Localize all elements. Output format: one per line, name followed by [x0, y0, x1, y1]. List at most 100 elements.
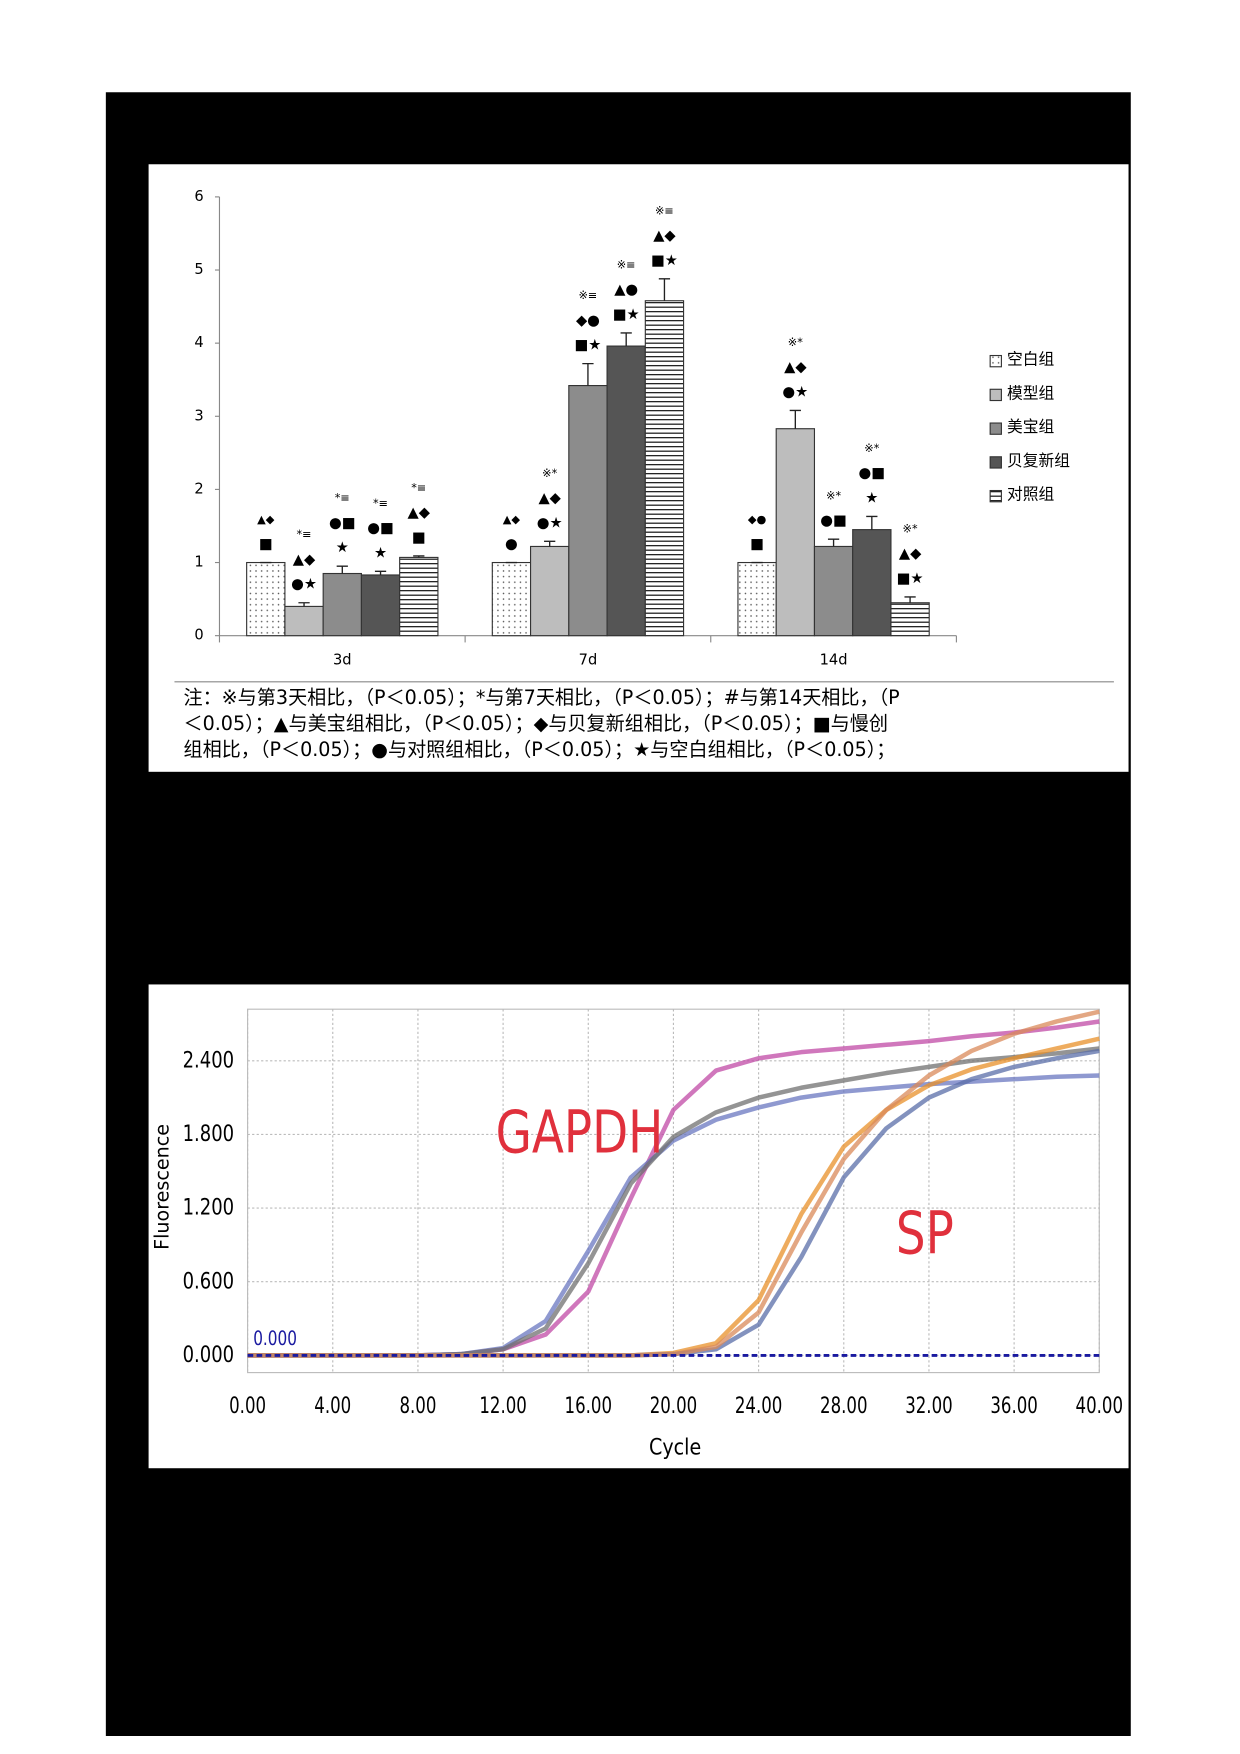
bar [606, 345, 646, 637]
significance-mark: ■★ [574, 337, 601, 354]
legend-label: 美宝组 [1007, 417, 1054, 436]
x-tick-label: 32.00 [905, 1392, 952, 1418]
amplification-chart: 0.00 4.00 8.00 12.00 16.00 20.00 24.00 28.00 32.… [151, 1008, 1123, 1460]
y-tick-label: 1.800 [183, 1120, 235, 1147]
significance-mark: ▲◆ [408, 504, 431, 521]
bar [568, 385, 608, 637]
bar [852, 529, 892, 637]
y-tick-label: 0.600 [183, 1267, 235, 1294]
y-tick-label: 5 [194, 261, 203, 278]
error-bar [658, 278, 671, 301]
error-bar [298, 602, 310, 607]
error-bar [789, 409, 801, 429]
x-tick-label: 4.00 [314, 1392, 351, 1418]
legend-label: 空白组 [1007, 350, 1054, 369]
significance-mark: ● [505, 536, 518, 553]
note-line: ＜0.05）；▲与美宝组相比，（P＜0.05）；◆与贝复新组相比，（P＜0.05… [183, 712, 888, 735]
legend-swatch [989, 489, 1002, 503]
significance-mark: ▲◆ [503, 513, 521, 526]
legend-swatch [989, 422, 1002, 435]
bar [246, 561, 286, 637]
error-bar [374, 570, 387, 575]
significance-mark: ※≡ [655, 204, 674, 217]
significance-mark: ●★ [291, 576, 317, 593]
significance-mark: ★ [374, 544, 387, 561]
legend-swatch [989, 456, 1002, 469]
threshold-label: 0.000 [253, 1329, 297, 1351]
y-tick-label: 1.200 [183, 1194, 235, 1221]
y-tick-label: 2 [194, 480, 203, 497]
bar-chart: 0 1 2 3 4 5 6 3d ▲◆ ■ *≡ ▲◆ ●★ *≡ ●■ ★ *≡ ●■ ★ *≡ ▲◆ ■ 7d ▲◆ ● ※*… [174, 188, 1114, 761]
significance-mark: *≡ [297, 528, 312, 541]
note-line: 组相比，（P＜0.05）；●与对照组相比，（P＜0.05）；★与空白组相比，（P… [183, 738, 895, 761]
significance-mark: ■★ [651, 252, 678, 269]
error-bar [336, 565, 348, 574]
x-axis-label: Cycle [649, 1434, 701, 1460]
bar [322, 572, 362, 637]
legend-label: 对照组 [1007, 485, 1054, 504]
significance-mark: *≡ [411, 481, 426, 494]
x-tick-label: 28.00 [820, 1392, 867, 1418]
x-tick-label: 14d [820, 651, 848, 668]
significance-mark: ※* [788, 336, 803, 349]
x-tick-label: 7d [579, 651, 598, 668]
error-bar [413, 555, 425, 558]
significance-mark: ※* [903, 522, 918, 535]
significance-mark: ※* [542, 467, 557, 480]
significance-mark: ▲● [614, 281, 638, 298]
x-tick-label: 24.00 [735, 1392, 782, 1418]
significance-mark: ★ [865, 489, 878, 506]
significance-mark: *≡ [373, 497, 388, 510]
significance-mark: ▲◆ [784, 359, 807, 376]
bar [644, 300, 685, 637]
significance-mark: ※* [826, 489, 841, 502]
y-axis-label: Fluorescence [151, 1124, 174, 1250]
error-bar [620, 332, 632, 347]
legend-swatch [989, 354, 1002, 368]
error-bar [582, 362, 594, 386]
significance-mark: ◆● [748, 513, 767, 526]
significance-mark: ■ [412, 529, 426, 546]
legend-label: 模型组 [1007, 383, 1054, 402]
error-bar [544, 540, 556, 547]
bar [284, 605, 324, 637]
significance-mark: ※* [864, 442, 879, 455]
significance-mark: ●■ [820, 512, 847, 529]
significance-mark: ★ [336, 539, 349, 556]
bar [775, 428, 816, 637]
curve-annotation: SP [896, 1201, 954, 1268]
significance-mark: *≡ [335, 492, 350, 505]
y-tick-label: 6 [194, 188, 203, 205]
bar [491, 561, 532, 637]
x-tick-label: 0.00 [229, 1392, 266, 1418]
y-tick-label: 0 [194, 627, 203, 644]
x-tick-label: 3d [333, 651, 352, 668]
significance-mark: ※≡ [617, 258, 636, 271]
x-tick-label: 8.00 [399, 1392, 436, 1418]
x-tick-label: 40.00 [1076, 1392, 1123, 1418]
significance-mark: ※≡ [579, 289, 598, 302]
error-bar [866, 515, 878, 530]
bar [737, 561, 777, 637]
y-tick-label: 3 [194, 407, 203, 424]
significance-mark: ▲◆ [538, 490, 561, 507]
significance-mark: ▲◆ [257, 513, 275, 526]
x-tick-label: 16.00 [565, 1392, 612, 1418]
significance-mark: ●■ [367, 520, 394, 537]
significance-mark: ■ [750, 536, 764, 553]
y-tick-label: 2.400 [183, 1046, 235, 1073]
significance-mark: ▲◆ [653, 227, 676, 244]
legend-swatch [989, 388, 1002, 402]
y-tick-label: 4 [194, 334, 203, 351]
bar [360, 574, 401, 637]
bar [890, 602, 930, 637]
significance-mark: ■ [259, 536, 273, 553]
significance-mark: ◆● [576, 312, 600, 329]
error-bar [904, 596, 916, 603]
bar [529, 545, 570, 637]
significance-mark: ■★ [613, 306, 640, 323]
significance-mark: ●■ [859, 465, 886, 482]
x-tick-label: 36.00 [990, 1392, 1037, 1418]
